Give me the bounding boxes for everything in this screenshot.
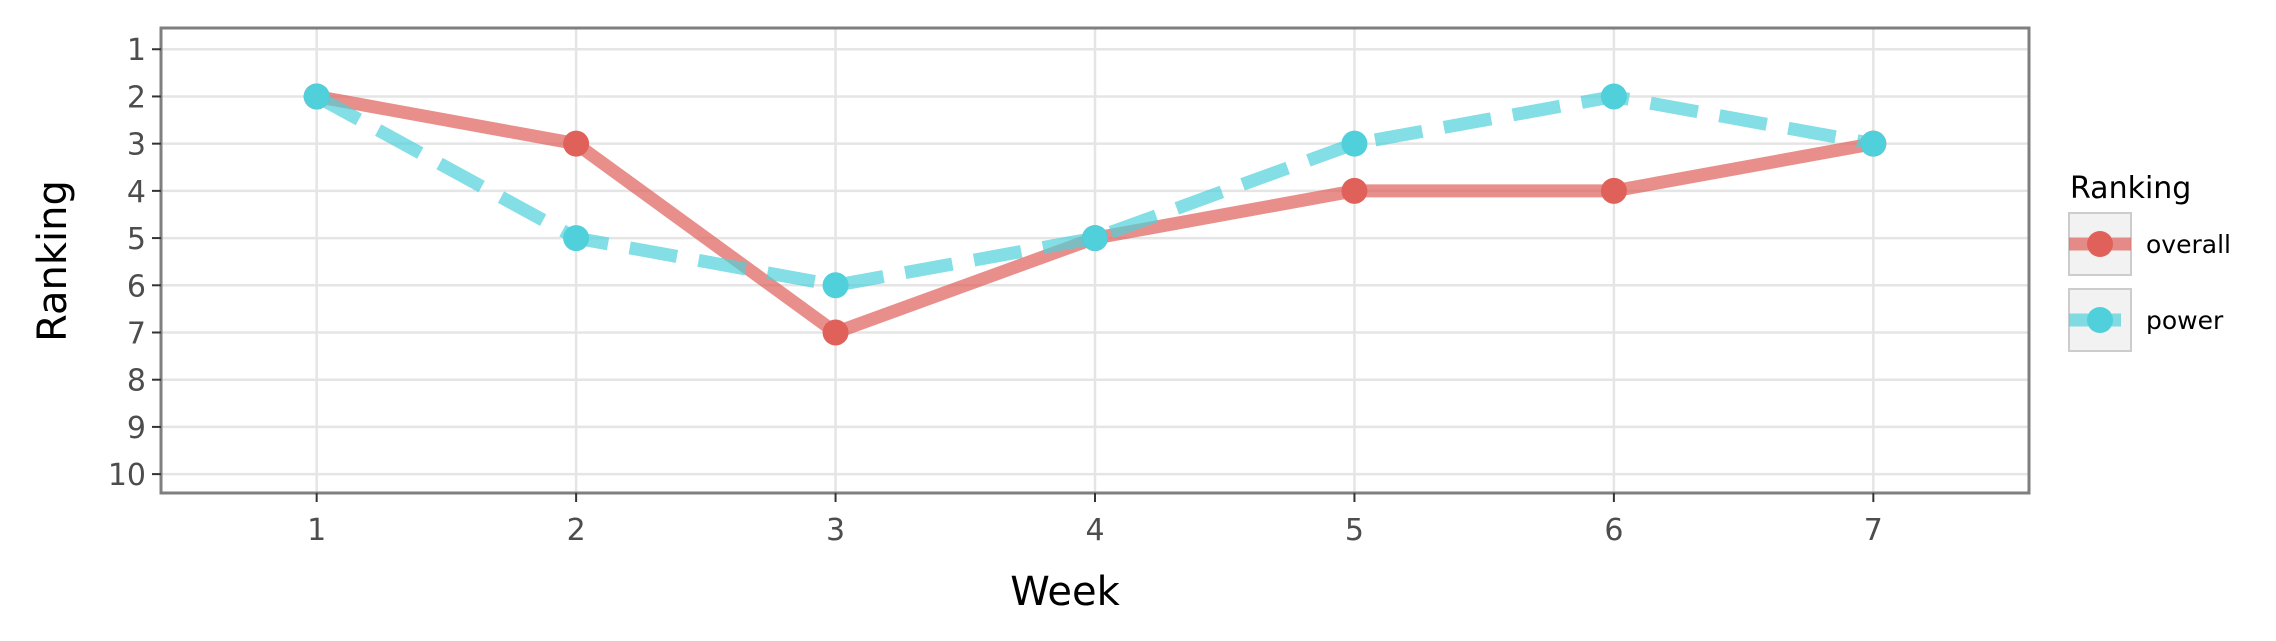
y-tick-label: 6 <box>127 269 146 304</box>
legend-label-power: power <box>2146 306 2224 335</box>
data-point-power <box>563 225 590 252</box>
y-tick-label: 3 <box>127 128 146 163</box>
y-axis-title: Ranking <box>30 180 76 342</box>
x-tick-label: 1 <box>307 513 326 548</box>
x-axis-title: Week <box>1010 569 1120 615</box>
data-point-overall <box>1600 177 1627 204</box>
axis-ticks: 1 2 3 4 5 6 7 1 2 3 4 5 6 7 8 9 10 <box>108 33 1883 548</box>
grid-lines <box>161 28 2029 493</box>
legend: Ranking overall power <box>2068 171 2231 352</box>
data-point-power <box>303 83 330 110</box>
x-tick-label: 6 <box>1604 513 1623 548</box>
data-point-overall <box>563 130 590 157</box>
x-tick-label: 5 <box>1345 513 1364 548</box>
y-tick-label: 2 <box>127 80 146 115</box>
y-tick-label: 7 <box>127 316 146 351</box>
y-tick-label: 1 <box>127 33 146 68</box>
data-point-power <box>1341 130 1368 157</box>
data-point-power <box>1860 130 1887 157</box>
data-point-power <box>1082 225 1108 252</box>
legend-label-overall: overall <box>2146 230 2231 259</box>
legend-marker-power <box>2087 307 2113 333</box>
data-point-power <box>822 272 849 299</box>
y-tick-label: 5 <box>127 222 146 257</box>
x-tick-label: 2 <box>567 513 586 548</box>
data-point-overall <box>1341 177 1368 204</box>
y-tick-label: 4 <box>127 175 146 210</box>
x-tick-label: 3 <box>826 513 845 548</box>
x-tick-label: 4 <box>1085 513 1104 548</box>
y-tick-label: 10 <box>108 458 146 493</box>
x-tick-label: 7 <box>1864 513 1883 548</box>
legend-title: Ranking <box>2070 171 2191 206</box>
series-layer <box>303 83 1887 346</box>
data-point-overall <box>822 319 849 346</box>
legend-marker-overall <box>2087 231 2113 257</box>
y-tick-label: 8 <box>127 364 146 399</box>
data-point-power <box>1600 83 1627 110</box>
y-tick-label: 9 <box>127 411 146 446</box>
